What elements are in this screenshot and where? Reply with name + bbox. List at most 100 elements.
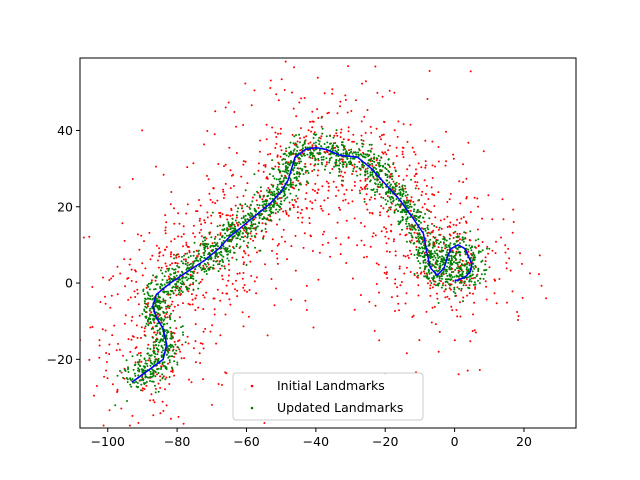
updated-landmark-point xyxy=(329,152,332,155)
initial-landmark-point xyxy=(459,202,462,205)
initial-landmark-point xyxy=(345,262,348,264)
updated-landmark-point xyxy=(450,271,453,274)
updated-landmark-point xyxy=(391,196,394,199)
updated-landmark-point xyxy=(408,224,411,227)
initial-landmark-point xyxy=(300,97,303,100)
initial-landmark-point xyxy=(415,168,417,171)
updated-landmark-point xyxy=(228,240,231,243)
updated-landmark-point xyxy=(192,250,195,253)
updated-landmark-point xyxy=(168,355,171,358)
initial-landmark-point xyxy=(495,302,498,305)
updated-landmark-point xyxy=(431,256,434,259)
updated-landmark-point xyxy=(292,149,295,152)
updated-landmark-point xyxy=(346,157,349,160)
initial-landmark-point xyxy=(177,415,180,418)
initial-landmark-point xyxy=(426,98,429,100)
updated-landmark-point xyxy=(287,188,290,191)
initial-landmark-point xyxy=(242,286,245,289)
initial-landmark-point xyxy=(176,262,179,265)
updated-landmark-point xyxy=(337,149,340,151)
initial-landmark-point xyxy=(399,233,402,236)
updated-landmark-point xyxy=(477,251,480,254)
initial-landmark-point xyxy=(301,216,304,219)
initial-landmark-point xyxy=(267,187,270,189)
updated-landmark-point xyxy=(250,235,253,238)
initial-landmark-point xyxy=(162,173,165,176)
updated-landmark-point xyxy=(442,241,445,244)
initial-landmark-point xyxy=(163,248,166,251)
initial-landmark-point xyxy=(158,255,161,258)
updated-landmark-point xyxy=(167,268,170,270)
initial-landmark-point xyxy=(426,234,429,237)
updated-landmark-point xyxy=(272,205,275,208)
initial-landmark-point xyxy=(371,235,374,238)
initial-landmark-point xyxy=(207,263,210,266)
initial-landmark-point xyxy=(273,304,276,307)
initial-landmark-point xyxy=(171,262,174,265)
initial-landmark-point xyxy=(105,369,108,372)
updated-landmark-point xyxy=(157,301,160,304)
updated-landmark-point xyxy=(456,263,459,266)
initial-landmark-point xyxy=(459,301,461,304)
updated-landmark-point xyxy=(146,347,149,350)
updated-landmark-point xyxy=(459,254,462,257)
updated-landmark-point xyxy=(423,275,426,278)
initial-landmark-point xyxy=(236,196,239,199)
updated-landmark-point xyxy=(244,203,247,206)
updated-landmark-point xyxy=(242,240,245,243)
initial-landmark-point xyxy=(435,226,438,229)
updated-landmark-point xyxy=(261,229,263,232)
initial-landmark-point xyxy=(347,126,350,129)
initial-landmark-point xyxy=(130,268,133,271)
updated-landmark-point xyxy=(442,249,445,252)
updated-landmark-point xyxy=(151,362,154,365)
updated-landmark-point xyxy=(157,367,160,370)
initial-landmark-point xyxy=(477,205,480,208)
initial-landmark-point xyxy=(162,375,165,378)
updated-landmark-point xyxy=(240,207,243,210)
initial-landmark-point xyxy=(364,56,366,58)
initial-landmark-point xyxy=(365,255,368,258)
updated-landmark-point xyxy=(158,313,161,316)
updated-landmark-point xyxy=(232,227,234,230)
updated-landmark-point xyxy=(162,310,165,313)
updated-landmark-point xyxy=(470,256,472,259)
updated-landmark-point xyxy=(401,209,404,212)
updated-landmark-point xyxy=(417,233,419,236)
updated-landmark-point xyxy=(445,243,448,246)
updated-landmark-point xyxy=(300,148,303,151)
initial-landmark-point xyxy=(175,327,178,330)
updated-landmark-point xyxy=(397,203,400,206)
updated-landmark-point xyxy=(193,241,196,244)
updated-landmark-point xyxy=(223,236,226,239)
x-tick-label: −100 xyxy=(91,434,125,449)
updated-landmark-point xyxy=(138,359,141,361)
initial-landmark-point xyxy=(458,222,461,224)
initial-landmark-point xyxy=(131,178,134,180)
updated-landmark-point xyxy=(159,287,162,290)
updated-landmark-point xyxy=(216,245,219,248)
initial-landmark-point xyxy=(323,92,326,95)
updated-landmark-point xyxy=(284,176,286,179)
updated-landmark-point xyxy=(373,156,376,159)
updated-landmark-point xyxy=(298,156,300,159)
initial-landmark-point xyxy=(234,204,237,207)
updated-landmark-point xyxy=(330,147,333,150)
initial-landmark-point xyxy=(104,329,107,332)
initial-landmark-point xyxy=(387,237,390,240)
initial-landmark-point xyxy=(280,235,283,238)
initial-landmark-point xyxy=(147,302,150,305)
updated-landmark-point xyxy=(471,254,474,257)
initial-landmark-point xyxy=(388,250,391,253)
updated-landmark-point xyxy=(423,247,426,250)
initial-landmark-point xyxy=(343,171,346,174)
updated-landmark-point xyxy=(155,324,158,327)
updated-landmark-point xyxy=(209,266,212,269)
initial-landmark-point xyxy=(433,283,436,286)
initial-landmark-point xyxy=(230,209,233,212)
initial-landmark-point xyxy=(434,323,437,326)
initial-landmark-point xyxy=(286,258,288,261)
updated-landmark-point xyxy=(417,235,420,238)
initial-landmark-point xyxy=(213,133,216,136)
updated-landmark-point xyxy=(215,260,217,263)
